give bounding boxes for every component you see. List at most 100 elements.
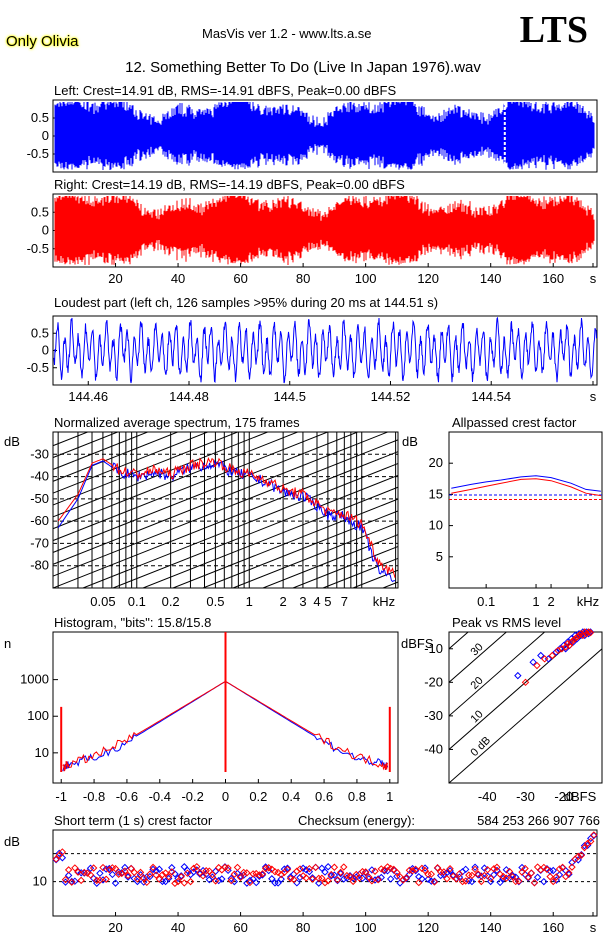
loudest-part-ytick-label: 0 (42, 343, 49, 358)
short-term-crest-point (486, 874, 495, 883)
loudest-part-xtick-label: 144.48 (169, 389, 209, 404)
short-term-crest-point (243, 869, 251, 877)
short-term-crest-point (64, 866, 73, 874)
short-term-crest-point (283, 864, 292, 872)
spectrum-slope-line (262, 534, 398, 588)
short-term-crest-point (327, 870, 335, 879)
short-term-crest-point (324, 863, 332, 871)
loudest-part-trace (53, 316, 597, 384)
loudest-part-title: Loudest part (left ch, 126 samples >95% … (54, 295, 438, 310)
short-term-crest-point (355, 874, 364, 882)
peak-vs-rms-point (548, 651, 556, 660)
spectrum-slope-line (53, 451, 398, 588)
short-term-crest-point (261, 864, 270, 873)
loudest-part-ytick-label: 0.5 (31, 325, 49, 340)
right-waveform-xtick-label: 140 (480, 271, 502, 286)
short-term-crest-point (77, 876, 85, 885)
short-term-crest-point (180, 879, 189, 887)
right-waveform-ytick-label: 0.5 (31, 204, 49, 219)
short-term-crest-point (446, 865, 454, 873)
short-term-crest-point (183, 869, 192, 877)
short-term-crest-point (271, 879, 279, 887)
short-term-crest-point (480, 871, 489, 880)
peak-vs-rms-diagonal (449, 648, 602, 783)
short-term-crest-point (89, 864, 98, 872)
short-term-crest-point (121, 867, 129, 875)
allpassed-crest-title: Allpassed crest factor (452, 415, 577, 430)
short-term-crest-point (71, 864, 79, 872)
short-term-crest-point (302, 874, 310, 882)
short-term-crest-xtick-label: s (590, 920, 597, 935)
right-waveform-xtick-label: 40 (171, 271, 185, 286)
short-term-crest-point (336, 869, 345, 878)
loudest-part-ytick-label: -0.5 (27, 360, 49, 375)
short-term-crest-point (530, 878, 539, 887)
short-term-crest-point (555, 865, 564, 873)
spectrum-title: Normalized average spectrum, 175 frames (54, 415, 300, 430)
peak-vs-rms-xtick-label: -30 (516, 789, 535, 804)
peak-vs-rms-point (537, 651, 545, 660)
short-term-crest-point (68, 877, 76, 886)
short-term-crest-point (155, 865, 164, 873)
peak-vs-rms-frame (448, 631, 603, 784)
allpassed-crest-ytick-label: 5 (436, 549, 443, 564)
spectrum-slope-line (53, 432, 120, 459)
short-term-crest-point (143, 878, 151, 887)
short-term-crest-point (114, 870, 123, 878)
short-term-crest-point (108, 870, 117, 879)
short-term-crest-point (496, 870, 504, 878)
short-term-crest-point (374, 875, 382, 884)
short-term-crest-point (558, 863, 567, 872)
short-term-crest-xtick-label: 20 (108, 920, 122, 935)
short-term-crest-title: Short term (1 s) crest factor (54, 813, 213, 828)
left-waveform-ytick-label: -0.5 (27, 146, 49, 161)
peak-vs-rms-point (514, 671, 522, 680)
short-term-crest-point (127, 864, 135, 873)
peak-vs-rms-point (540, 655, 549, 663)
short-term-crest-point (349, 874, 357, 882)
short-term-crest-point (193, 862, 201, 871)
loudest-part-xtick-label: s (590, 389, 597, 404)
short-term-crest-point (555, 871, 564, 879)
short-term-crest-point (533, 873, 542, 881)
short-term-crest-point (180, 863, 189, 871)
spectrum-series-right (57, 456, 396, 578)
peak-vs-rms-title: Peak vs RMS level (452, 615, 561, 630)
spectrum-xtick-label: 4 (313, 594, 320, 609)
peak-vs-rms-ytick-label: -40 (424, 741, 443, 756)
peak-vs-rms-diagonal-label: 10 (469, 708, 486, 725)
short-term-crest-xtick-label: 60 (233, 920, 247, 935)
short-term-crest-point (230, 870, 239, 878)
left-waveform-title: Left: Crest=14.91 dB, RMS=-14.91 dBFS, P… (54, 83, 396, 98)
spectrum-slope-line (53, 432, 210, 494)
peak-vs-rms-point (571, 635, 579, 643)
spectrum-slope-line (53, 432, 300, 530)
short-term-crest-point (121, 863, 129, 872)
short-term-crest-point (443, 875, 451, 883)
short-term-crest-point (199, 866, 207, 875)
spectrum-ytick-label: -60 (30, 513, 49, 528)
short-term-crest-point (189, 864, 198, 873)
histogram-xtick-label: 0.2 (249, 789, 267, 804)
short-term-crest-point (424, 870, 432, 879)
short-term-crest-point (461, 877, 470, 885)
left-waveform-trace (54, 102, 595, 170)
short-term-crest-point (365, 873, 373, 881)
short-term-crest-point (336, 868, 345, 877)
short-term-crest-point (461, 865, 470, 874)
peak-vs-rms-point (586, 628, 595, 637)
short-term-crest-point (308, 874, 317, 882)
right-waveform-ytick-label: 0 (42, 223, 49, 238)
peak-vs-rms-ytick-label: -30 (424, 708, 443, 723)
short-term-crest-point (452, 875, 461, 883)
short-term-crest-point (518, 868, 526, 876)
short-term-crest-point (486, 877, 495, 886)
spectrum-slope-line (292, 545, 398, 588)
spectrum-slope-line (172, 498, 398, 588)
short-term-crest-point (296, 865, 304, 873)
short-term-crest-point (496, 878, 504, 887)
short-term-crest-point (99, 863, 107, 872)
short-term-crest-point (455, 873, 464, 881)
short-term-crest-point (415, 878, 423, 887)
